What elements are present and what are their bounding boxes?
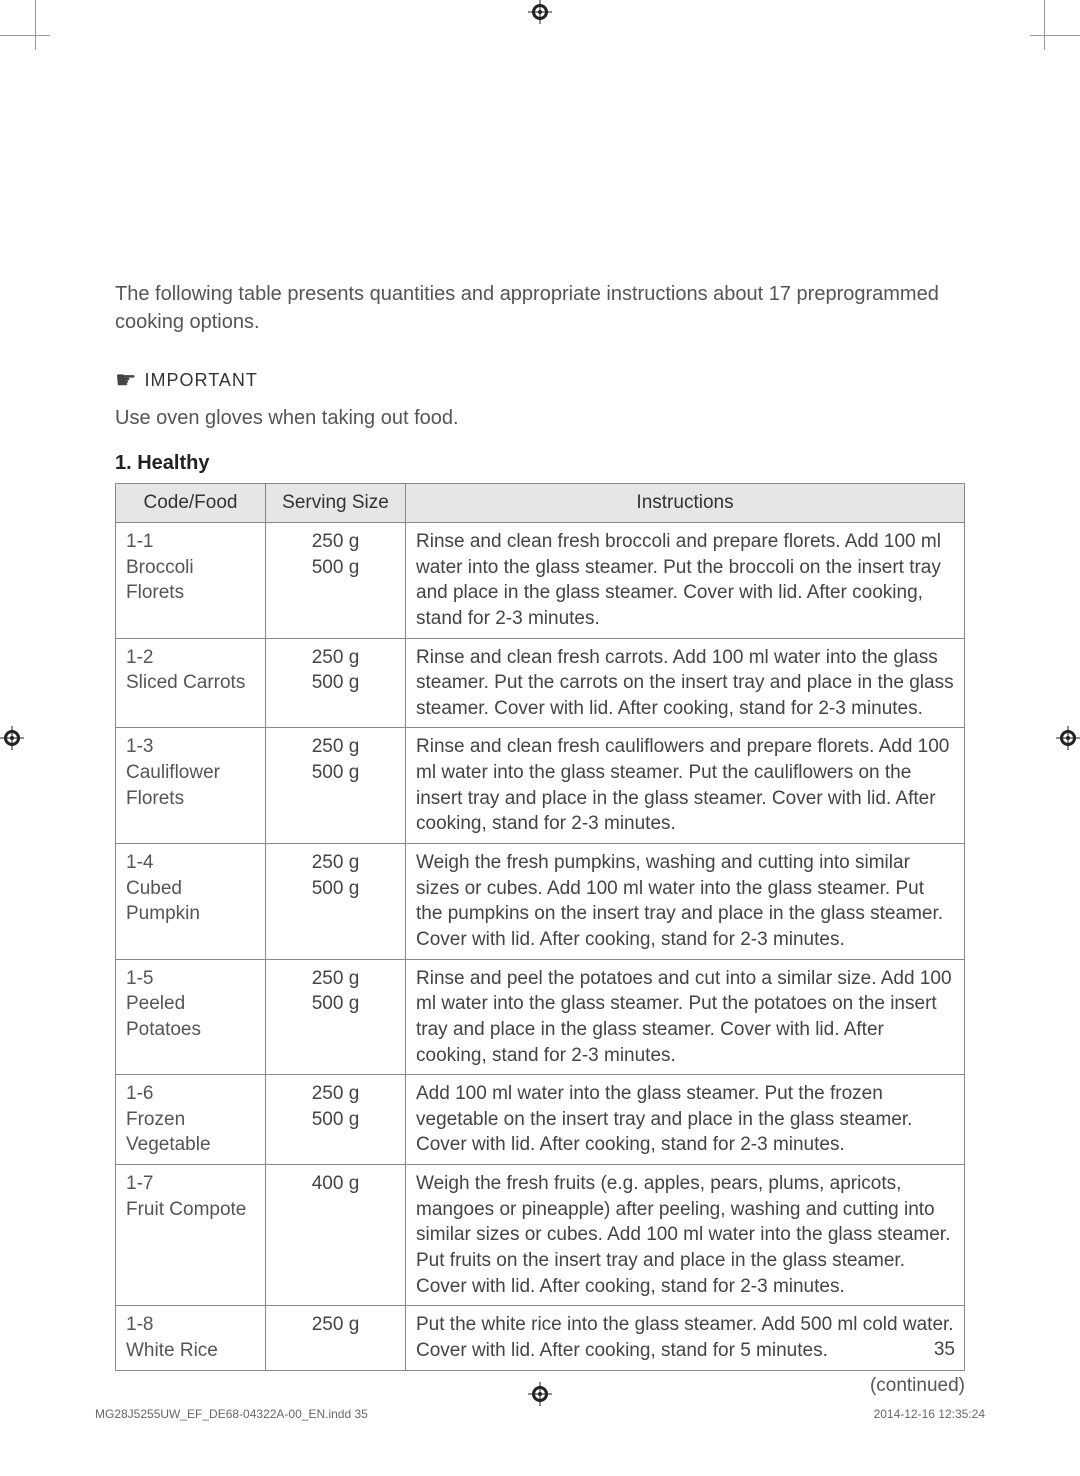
registration-mark-icon xyxy=(0,726,24,750)
instructions-cell: Rinse and clean fresh broccoli and prepa… xyxy=(406,523,965,639)
table-row: 1-3Cauliflower Florets250 g500 gRinse an… xyxy=(116,728,965,844)
instructions-cell: Weigh the fresh fruits (e.g. apples, pea… xyxy=(406,1165,965,1306)
footer: MG28J5255UW_EF_DE68-04322A-00_EN.indd 35… xyxy=(95,1407,985,1421)
crop-mark xyxy=(1030,35,1080,36)
intro-text: The following table presents quantities … xyxy=(115,280,965,336)
table-header-code: Code/Food xyxy=(116,484,266,523)
table-row: 1-6Frozen Vegetable250 g500 gAdd 100 ml … xyxy=(116,1075,965,1165)
important-callout: ☛ IMPORTANT xyxy=(115,366,965,395)
code-cell: 1-1Broccoli Florets xyxy=(116,523,266,639)
warning-text: Use oven gloves when taking out food. xyxy=(115,407,965,430)
table-row: 1-4Cubed Pumpkin250 g500 gWeigh the fres… xyxy=(116,844,965,960)
serving-cell: 250 g xyxy=(266,1306,406,1370)
page-number: 35 xyxy=(934,1339,955,1361)
instructions-cell: Rinse and clean fresh carrots. Add 100 m… xyxy=(406,638,965,728)
instructions-cell: Rinse and peel the potatoes and cut into… xyxy=(406,959,965,1075)
important-label: IMPORTANT xyxy=(145,370,258,391)
serving-cell: 250 g500 g xyxy=(266,638,406,728)
instructions-cell: Weigh the fresh pumpkins, washing and cu… xyxy=(406,844,965,960)
table-row: 1-8White Rice250 gPut the white rice int… xyxy=(116,1306,965,1370)
serving-cell: 250 g500 g xyxy=(266,959,406,1075)
serving-cell: 400 g xyxy=(266,1165,406,1306)
continued-label: (continued) xyxy=(115,1375,965,1397)
code-cell: 1-2Sliced Carrots xyxy=(116,638,266,728)
table-header-instructions: Instructions xyxy=(406,484,965,523)
code-cell: 1-3Cauliflower Florets xyxy=(116,728,266,844)
table-row: 1-7Fruit Compote400 gWeigh the fresh fru… xyxy=(116,1165,965,1306)
serving-cell: 250 g500 g xyxy=(266,523,406,639)
crop-mark xyxy=(0,35,50,36)
table-row: 1-2Sliced Carrots250 g500 gRinse and cle… xyxy=(116,638,965,728)
crop-mark xyxy=(35,0,36,50)
serving-cell: 250 g500 g xyxy=(266,844,406,960)
footer-file-info: MG28J5255UW_EF_DE68-04322A-00_EN.indd 35 xyxy=(95,1407,368,1421)
serving-cell: 250 g500 g xyxy=(266,728,406,844)
cooking-table: Code/Food Serving Size Instructions 1-1B… xyxy=(115,483,965,1371)
code-cell: 1-5Peeled Potatoes xyxy=(116,959,266,1075)
registration-mark-icon xyxy=(528,0,552,24)
section-title: 1. Healthy xyxy=(115,452,965,475)
code-cell: 1-4Cubed Pumpkin xyxy=(116,844,266,960)
code-cell: 1-8White Rice xyxy=(116,1306,266,1370)
footer-timestamp: 2014-12-16 12:35:24 xyxy=(874,1407,985,1421)
table-header-serving: Serving Size xyxy=(266,484,406,523)
pointing-hand-icon: ☛ xyxy=(115,366,137,395)
crop-mark xyxy=(1044,0,1045,50)
code-cell: 1-7Fruit Compote xyxy=(116,1165,266,1306)
table-row: 1-1Broccoli Florets250 g500 gRinse and c… xyxy=(116,523,965,639)
instructions-cell: Rinse and clean fresh cauliflowers and p… xyxy=(406,728,965,844)
table-row: 1-5Peeled Potatoes250 g500 gRinse and pe… xyxy=(116,959,965,1075)
instructions-cell: Add 100 ml water into the glass steamer.… xyxy=(406,1075,965,1165)
registration-mark-icon xyxy=(1056,726,1080,750)
instructions-cell: Put the white rice into the glass steame… xyxy=(406,1306,965,1370)
code-cell: 1-6Frozen Vegetable xyxy=(116,1075,266,1165)
serving-cell: 250 g500 g xyxy=(266,1075,406,1165)
page-content: The following table presents quantities … xyxy=(115,280,965,1397)
